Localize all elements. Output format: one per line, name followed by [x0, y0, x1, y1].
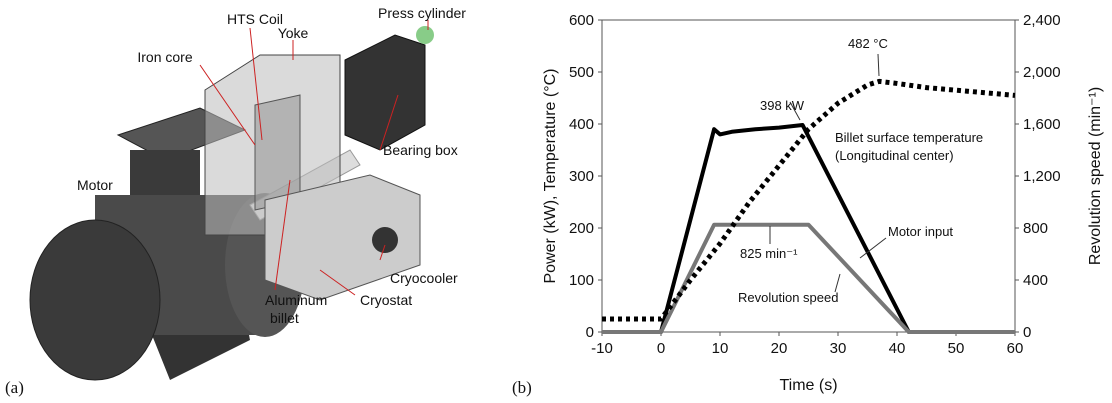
cryocooler: [372, 227, 398, 253]
annotation: Motor input: [888, 224, 953, 239]
motor-face: [30, 220, 160, 380]
x-tick-label: 50: [948, 340, 965, 357]
y2-tick-label: 400: [1023, 272, 1048, 289]
y-tick-label: 300: [569, 168, 594, 185]
label: Bearing box: [383, 142, 458, 158]
x-tick-label: 60: [1007, 340, 1024, 357]
y2-tick-label: 2,000: [1023, 64, 1061, 81]
panel-label: (b): [512, 378, 532, 397]
y-tick-label: 500: [569, 64, 594, 81]
y2-tick-label: 800: [1023, 220, 1048, 237]
y-tick-label: 100: [569, 272, 594, 289]
label: Iron core: [137, 49, 192, 65]
y-tick-label: 600: [569, 12, 594, 29]
annotation: 398 kW: [760, 98, 805, 113]
x-tick-label: 0: [657, 340, 665, 357]
label: HTS Coil: [227, 11, 283, 27]
label: Yoke: [278, 25, 309, 41]
figure: Press cylinder HTS Coil Yoke Iron core B…: [0, 0, 1112, 403]
annotation: Revolution speed: [738, 290, 838, 305]
label: Cryostat: [360, 292, 412, 308]
panel-label: (a): [5, 378, 24, 397]
annotation: Billet surface temperature: [835, 130, 983, 145]
y2-tick-label: 1,600: [1023, 116, 1061, 133]
y2-tick-label: 2,400: [1023, 12, 1061, 29]
label: Press cylinder: [378, 5, 466, 21]
plot-frame: [602, 20, 1015, 332]
y-axis-label: Power (kW), Temperature (°C): [542, 68, 559, 283]
x-tick-label: 10: [712, 340, 729, 357]
diagram: Press cylinder HTS Coil Yoke Iron core B…: [5, 5, 466, 397]
series-line: [602, 81, 1015, 319]
x-tick-label: 30: [830, 340, 847, 357]
y2-tick-label: 1,200: [1023, 168, 1061, 185]
label: billet: [270, 310, 299, 326]
motor-box-side: [130, 150, 200, 195]
label: Cryocooler: [390, 270, 458, 286]
annotation-arrow: [878, 54, 879, 76]
x-tick-label: 40: [889, 340, 906, 357]
y-tick-label: 400: [569, 116, 594, 133]
x-tick-label: 20: [771, 340, 788, 357]
label: Aluminum: [265, 292, 327, 308]
annotation: 825 min⁻¹: [740, 246, 798, 261]
x-tick-label: -10: [591, 340, 613, 357]
bearing-box: [345, 35, 425, 150]
annotation: 482 °C: [848, 36, 888, 51]
label: Motor: [77, 177, 113, 193]
press-cylinder: [416, 26, 434, 44]
x-axis-label: Time (s): [779, 377, 837, 394]
y-tick-label: 0: [586, 324, 594, 341]
iron-core: [255, 95, 300, 210]
y-tick-label: 200: [569, 220, 594, 237]
y2-axis-label: Revolution speed (min⁻¹): [1087, 87, 1104, 265]
annotation: (Longitudinal center): [835, 148, 954, 163]
y2-tick-label: 0: [1023, 324, 1031, 341]
